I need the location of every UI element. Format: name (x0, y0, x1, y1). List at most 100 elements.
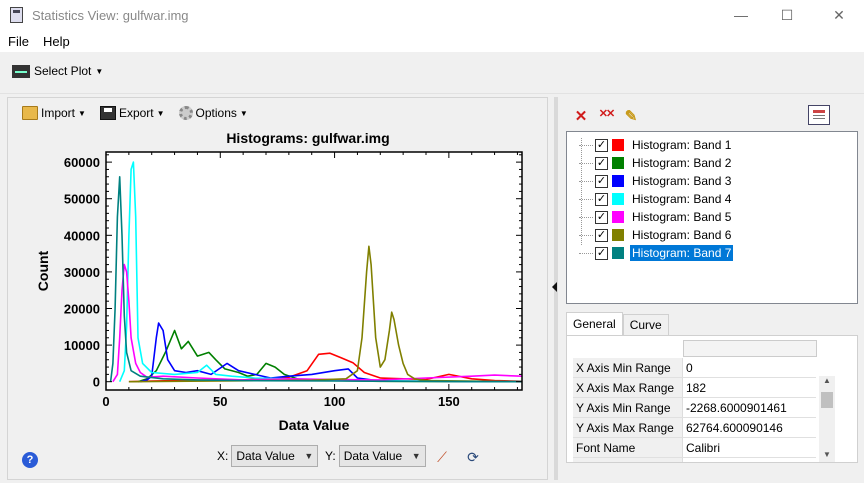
title-bar: Statistics View: gulfwar.img — ☐ ✕ (0, 0, 864, 30)
band-checkbox[interactable]: ✓ (595, 174, 608, 188)
tree-item-label: Histogram: Band 5 (632, 210, 732, 224)
band-checkbox[interactable]: ✓ (595, 210, 608, 224)
color-swatch[interactable] (612, 247, 624, 259)
refresh-icon[interactable]: ⟳ (467, 449, 479, 465)
properties-icon[interactable] (808, 105, 830, 125)
tab-curve[interactable]: Curve (622, 314, 669, 335)
plot-panel: Import ▼ Export ▼ Options ▼ Histograms: … (7, 97, 548, 480)
color-swatch[interactable] (612, 229, 624, 241)
brush-icon[interactable]: ⟋ (437, 449, 447, 465)
menu-help[interactable]: Help (43, 34, 70, 49)
x-axis-select[interactable]: Data Value ▼ (231, 445, 319, 467)
property-row[interactable]: Font Size12 (573, 458, 816, 462)
tree-connector (579, 234, 593, 236)
color-swatch[interactable] (612, 175, 624, 187)
property-value[interactable]: -2268.6000901461 (686, 401, 787, 415)
y-tick-label: 60000 (64, 155, 100, 170)
caret-down-icon: ▼ (78, 108, 86, 118)
delete-all-icon[interactable]: ✕✕ (598, 108, 615, 120)
tree-connector (579, 144, 593, 146)
property-name: X Axis Max Range (573, 378, 683, 397)
maximize-button[interactable]: ☐ (780, 6, 794, 23)
delete-icon[interactable]: ✕ (574, 108, 588, 125)
property-row[interactable]: Y Axis Min Range -2268.6000901461 (573, 398, 816, 418)
close-button[interactable]: ✕ (833, 6, 845, 23)
panel-splitter[interactable] (548, 97, 560, 480)
tab-general[interactable]: General (566, 312, 623, 335)
caret-down-icon: ▼ (239, 108, 248, 118)
property-value[interactable]: Calibri (686, 441, 721, 455)
scroll-down-icon[interactable]: ▼ (823, 450, 831, 459)
series-line-band-7 (109, 175, 523, 383)
select-plot-button[interactable]: Select Plot ▼ (12, 64, 103, 78)
chart-title: Histograms: gulfwar.img (226, 130, 389, 146)
tree-item-label: Histogram: Band 2 (632, 156, 732, 170)
collapse-arrow-icon[interactable] (552, 282, 557, 292)
color-swatch[interactable] (612, 157, 624, 169)
tree-connector (579, 180, 593, 182)
x-tick-label: 150 (438, 394, 460, 409)
tree-connector (579, 162, 593, 164)
property-grid-toolbar (683, 340, 817, 357)
tree-item-band-2[interactable]: ✓ Histogram: Band 2 (579, 154, 733, 172)
export-button[interactable]: Export ▼ (99, 106, 165, 120)
caret-down-icon: ▼ (156, 108, 165, 118)
band-checkbox[interactable]: ✓ (595, 246, 608, 260)
tree-item-band-1[interactable]: ✓ Histogram: Band 1 (579, 136, 733, 154)
folder-icon (22, 106, 38, 120)
y-tick-label: 50000 (64, 192, 100, 207)
plot-toolbar: Import ▼ Export ▼ Options ▼ (22, 106, 248, 120)
tree-item-band-7[interactable]: ✓ Histogram: Band 7 (579, 244, 734, 262)
scroll-thumb[interactable] (821, 392, 833, 408)
y-axis-select[interactable]: Data Value ▼ (338, 445, 426, 467)
series-toolbar: ✕ ✕✕ ✎ (572, 107, 640, 125)
chevron-down-icon: ▼ (411, 451, 421, 461)
property-value[interactable]: 62764.600090146 (686, 421, 783, 435)
y-axis-control: Y: Data Value ▼ (325, 445, 426, 467)
y-axis-title: Count (35, 250, 51, 291)
tree-connector (579, 216, 593, 218)
y-axis-label: Y: (325, 449, 336, 463)
histogram-chart[interactable]: Histograms: gulfwar.img Data Value Count 0 5… (18, 128, 538, 440)
property-name: Font Size (573, 458, 683, 462)
band-checkbox[interactable]: ✓ (595, 192, 608, 206)
tree-item-label: Histogram: Band 3 (632, 174, 732, 188)
band-checkbox[interactable]: ✓ (595, 138, 608, 152)
band-checkbox[interactable]: ✓ (595, 156, 608, 170)
chevron-down-icon: ▼ (304, 451, 314, 461)
property-row[interactable]: Y Axis Max Range 62764.600090146 (573, 418, 816, 438)
magic-wand-icon[interactable]: ✎ (624, 108, 638, 125)
property-row[interactable]: X Axis Min Range 0 (573, 358, 816, 378)
tree-item-band-3[interactable]: ✓ Histogram: Band 3 (579, 172, 733, 190)
tree-item-band-4[interactable]: ✓ Histogram: Band 4 (579, 190, 733, 208)
property-row[interactable]: Font Name Calibri (573, 438, 816, 458)
export-label: Export (118, 106, 154, 120)
property-value[interactable]: 12 (683, 458, 816, 462)
series-tree: ✓ Histogram: Band 1 ✓ Histogram: Band 2 ✓ His… (566, 131, 858, 304)
band-checkbox[interactable]: ✓ (595, 228, 608, 242)
options-button[interactable]: Options ▼ (178, 106, 248, 120)
tree-item-band-5[interactable]: ✓ Histogram: Band 5 (579, 208, 733, 226)
menu-bar: File Help (0, 30, 864, 52)
color-swatch[interactable] (612, 211, 624, 223)
minimize-button[interactable]: — (734, 7, 748, 23)
tree-item-label: Histogram: Band 6 (632, 228, 732, 242)
import-button[interactable]: Import ▼ (22, 106, 86, 120)
property-scrollbar[interactable]: ▲ ▼ (819, 376, 835, 462)
y-tick-label: 40000 (64, 228, 100, 243)
property-value[interactable]: 0 (686, 361, 693, 375)
tree-item-band-6[interactable]: ✓ Histogram: Band 6 (579, 226, 733, 244)
y-axis-select-value: Data Value (343, 449, 403, 463)
color-swatch[interactable] (612, 193, 624, 205)
series-line-band-3 (140, 322, 523, 383)
property-value[interactable]: 182 (686, 381, 707, 395)
property-row[interactable]: X Axis Max Range 182 (573, 378, 816, 398)
tree-item-label: Histogram: Band 7 (630, 245, 734, 261)
y-tick-label: 20000 (64, 302, 100, 317)
color-swatch[interactable] (612, 139, 624, 151)
menu-file[interactable]: File (8, 34, 29, 49)
scroll-up-icon[interactable]: ▲ (823, 376, 831, 385)
property-name: X Axis Min Range (573, 358, 683, 377)
property-grid: X Axis Min Range 0 X Axis Max Range 182 Y Ax… (566, 335, 858, 463)
help-icon[interactable]: ? (22, 452, 38, 468)
